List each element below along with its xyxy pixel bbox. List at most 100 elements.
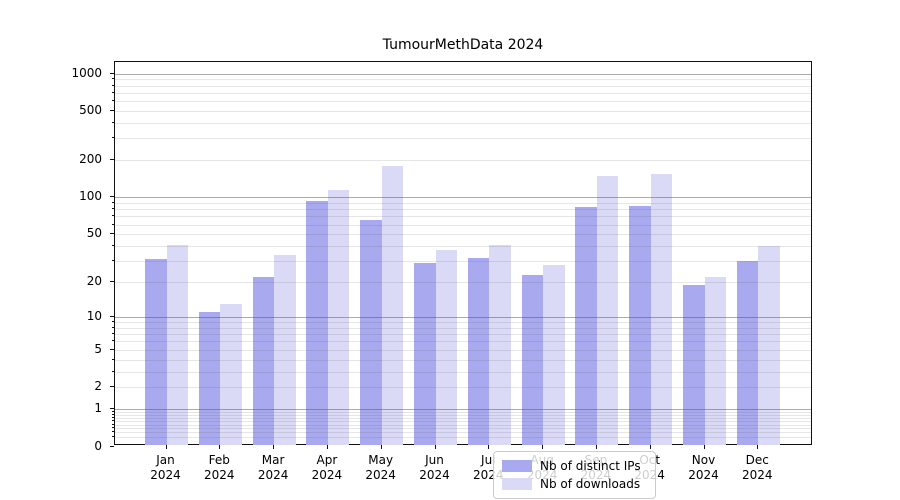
plot-area: Nb of distinct IPs Nb of downloads — [114, 61, 812, 499]
x-axis-tick — [703, 445, 705, 449]
y-minor-tick — [112, 84, 114, 86]
bar-downloads — [758, 246, 780, 445]
x-tick-month: Feb — [208, 453, 230, 467]
bar-downloads — [596, 175, 619, 445]
x-axis-tick — [434, 445, 436, 449]
y-axis-tick-label: 10 — [86, 309, 102, 324]
x-tick-month: Mar — [261, 453, 285, 467]
x-tick-month: Jan — [156, 453, 175, 467]
y-axis-tick — [110, 72, 114, 74]
y-minor-tick — [112, 358, 114, 360]
x-axis-tick — [326, 445, 328, 449]
bar-distinct-ips — [575, 207, 597, 445]
y-minor-tick — [112, 91, 114, 93]
chart-title: TumourMethData 2024 — [382, 37, 544, 53]
x-tick-month: Jul — [481, 453, 496, 467]
y-axis-tick-label: 0 — [94, 438, 102, 453]
y-minor-tick — [112, 215, 114, 217]
bar-downloads — [381, 165, 404, 445]
y-axis-tick-label: 1000 — [71, 65, 102, 80]
y-minor-tick — [112, 340, 114, 342]
x-axis-tick — [273, 445, 275, 449]
x-axis-tick-label: Jan 2024 — [138, 453, 194, 483]
x-axis-tick — [380, 445, 382, 449]
y-minor-tick — [112, 321, 114, 323]
legend-label-downloads: Nb of downloads — [540, 477, 641, 491]
y-axis-tick-label: 100 — [79, 189, 102, 204]
bar-distinct-ips — [467, 257, 490, 445]
y-axis-tick — [110, 348, 114, 350]
legend-swatch-distinct-ips — [502, 460, 532, 472]
y-minor-tick — [112, 121, 114, 123]
bar-downloads — [327, 190, 350, 445]
y-minor-tick — [112, 416, 114, 418]
y-axis-tick — [110, 386, 114, 388]
x-tick-month: Dec — [745, 453, 769, 467]
x-axis-tick — [165, 445, 167, 449]
bars-layer — [115, 62, 811, 445]
bar-distinct-ips — [360, 220, 382, 445]
y-axis-tick — [110, 109, 114, 111]
y-axis-tick-label: 5 — [94, 341, 102, 356]
legend: Nb of distinct IPs Nb of downloads — [493, 451, 656, 499]
legend-item-distinct-ips: Nb of distinct IPs — [502, 459, 647, 473]
y-minor-tick — [112, 420, 114, 422]
x-tick-year: 2024 — [311, 468, 343, 482]
bar-distinct-ips — [629, 206, 651, 445]
y-axis-tick-label: 2 — [94, 379, 102, 394]
bar-downloads — [274, 254, 296, 445]
bar-downloads — [435, 250, 457, 445]
x-tick-year: 2024 — [204, 468, 235, 482]
y-axis-tick — [110, 316, 114, 318]
y-minor-tick — [112, 208, 114, 210]
bar-distinct-ips — [252, 277, 275, 445]
x-axis-tick-label: May 2024 — [353, 453, 409, 483]
x-axis-tick-label: Mar 2024 — [245, 453, 301, 483]
x-axis-tick — [649, 445, 651, 449]
y-axis-tick-label: 50 — [86, 226, 102, 241]
y-minor-tick — [112, 423, 114, 425]
legend-item-downloads: Nb of downloads — [502, 477, 647, 491]
y-minor-tick — [112, 137, 114, 139]
bar-downloads — [220, 304, 242, 445]
y-minor-tick — [112, 333, 114, 335]
y-minor-tick — [112, 370, 114, 372]
bar-distinct-ips — [683, 284, 705, 445]
x-axis-tick — [595, 445, 597, 449]
y-axis-tick — [110, 196, 114, 198]
y-axis-tick — [110, 281, 114, 283]
y-axis-tick — [110, 159, 114, 161]
bar-distinct-ips — [521, 274, 544, 445]
y-axis-tick — [110, 445, 114, 447]
x-tick-month: Nov — [691, 453, 716, 467]
y-minor-tick — [112, 245, 114, 247]
y-minor-tick — [112, 223, 114, 225]
x-axis-tick-label: Dec 2024 — [729, 453, 785, 483]
y-axis-tick — [110, 233, 114, 235]
x-axis-tick — [219, 445, 221, 449]
y-minor-tick — [112, 413, 114, 415]
x-tick-month: Jun — [425, 453, 444, 467]
bar-distinct-ips — [414, 262, 436, 445]
y-axis-tick-label: 500 — [79, 102, 102, 117]
x-axis-tick — [542, 445, 544, 449]
y-minor-tick — [112, 100, 114, 102]
y-minor-tick — [112, 427, 114, 429]
bar-downloads — [704, 277, 726, 445]
bar-downloads — [489, 244, 511, 445]
x-tick-year: 2024 — [150, 468, 181, 482]
y-minor-tick — [112, 326, 114, 328]
bar-downloads — [166, 244, 188, 445]
bar-downloads — [543, 264, 565, 445]
y-axis-tick-label: 1 — [94, 401, 102, 416]
bar-distinct-ips — [145, 259, 167, 445]
y-axis-tick-label: 20 — [86, 274, 102, 289]
y-minor-tick — [112, 410, 114, 412]
bar-distinct-ips — [198, 312, 221, 445]
x-axis-tick-label: Nov 2024 — [676, 453, 732, 483]
legend-swatch-downloads — [502, 478, 532, 490]
x-tick-month: Apr — [316, 453, 338, 467]
x-axis-tick — [488, 445, 490, 449]
bar-downloads — [650, 173, 673, 445]
